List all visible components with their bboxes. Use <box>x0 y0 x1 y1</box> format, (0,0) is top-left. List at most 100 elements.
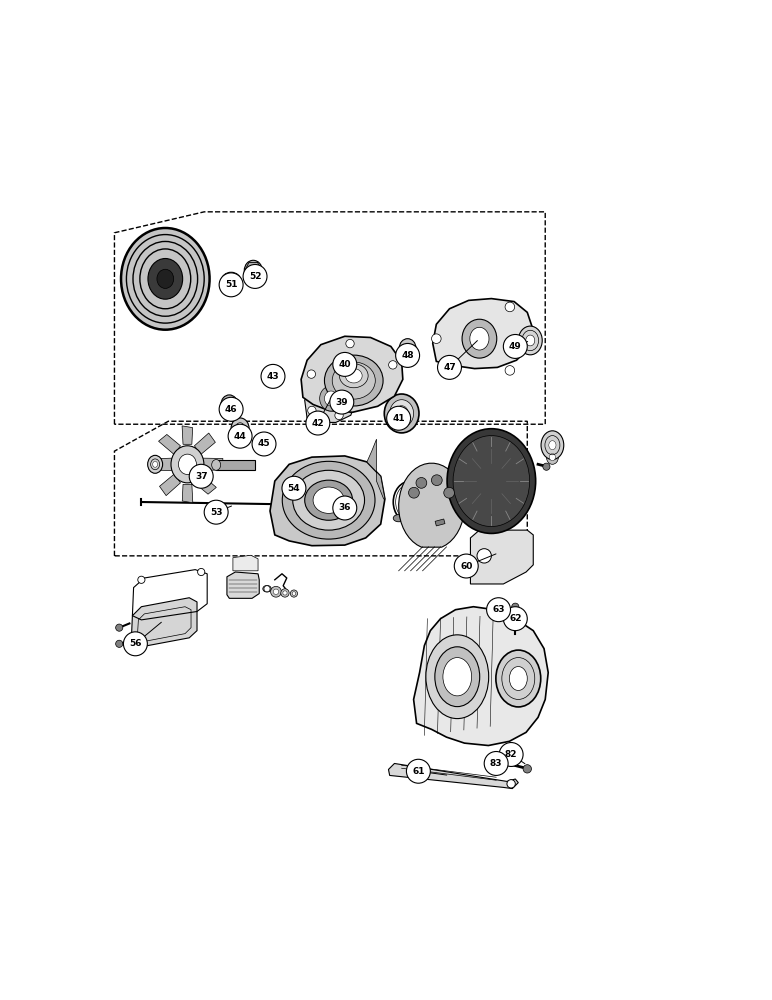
Ellipse shape <box>453 436 530 527</box>
Ellipse shape <box>147 455 163 473</box>
Ellipse shape <box>283 461 375 539</box>
Circle shape <box>432 475 442 486</box>
Circle shape <box>499 743 523 766</box>
Circle shape <box>438 355 462 379</box>
Polygon shape <box>367 439 385 499</box>
Ellipse shape <box>221 395 238 414</box>
Polygon shape <box>131 598 197 647</box>
Circle shape <box>229 424 252 448</box>
Text: 37: 37 <box>195 472 208 481</box>
Circle shape <box>264 586 270 592</box>
Text: 53: 53 <box>210 508 222 517</box>
Circle shape <box>282 476 306 500</box>
Polygon shape <box>470 530 533 584</box>
Ellipse shape <box>345 369 362 383</box>
Circle shape <box>543 463 550 470</box>
Circle shape <box>486 598 510 622</box>
Circle shape <box>204 500 229 524</box>
Circle shape <box>116 640 123 647</box>
Circle shape <box>477 549 492 563</box>
Text: 39: 39 <box>336 398 348 407</box>
Ellipse shape <box>212 460 221 470</box>
Ellipse shape <box>340 364 368 388</box>
Polygon shape <box>195 474 216 494</box>
Circle shape <box>507 780 516 788</box>
Text: 63: 63 <box>493 605 505 614</box>
Circle shape <box>416 477 427 488</box>
Circle shape <box>292 592 296 595</box>
Text: 60: 60 <box>460 562 472 571</box>
Circle shape <box>505 366 515 375</box>
Text: 52: 52 <box>249 272 261 281</box>
Polygon shape <box>152 458 173 471</box>
Text: 51: 51 <box>225 280 237 289</box>
Circle shape <box>387 406 411 430</box>
Text: 40: 40 <box>339 360 351 369</box>
Circle shape <box>124 632 147 656</box>
Ellipse shape <box>178 454 196 474</box>
Polygon shape <box>398 463 465 547</box>
Text: 44: 44 <box>234 432 246 441</box>
Circle shape <box>273 589 279 594</box>
Circle shape <box>505 302 515 312</box>
Ellipse shape <box>384 394 419 433</box>
Text: 47: 47 <box>443 363 456 372</box>
Circle shape <box>335 411 344 420</box>
Circle shape <box>243 264 267 288</box>
Polygon shape <box>262 433 271 442</box>
Circle shape <box>137 576 145 583</box>
Ellipse shape <box>470 327 489 350</box>
Ellipse shape <box>462 319 496 358</box>
Ellipse shape <box>435 647 479 707</box>
Circle shape <box>219 273 243 297</box>
Ellipse shape <box>443 658 472 696</box>
Circle shape <box>496 756 506 766</box>
Circle shape <box>189 464 213 488</box>
Ellipse shape <box>510 667 527 690</box>
Ellipse shape <box>518 326 542 355</box>
Circle shape <box>408 487 419 498</box>
Circle shape <box>496 600 507 611</box>
Ellipse shape <box>393 515 404 522</box>
Circle shape <box>406 759 430 783</box>
Text: 45: 45 <box>258 439 270 448</box>
Circle shape <box>512 603 519 610</box>
Polygon shape <box>305 373 357 422</box>
Polygon shape <box>182 484 193 503</box>
Text: 41: 41 <box>392 414 405 423</box>
Circle shape <box>396 343 420 367</box>
Ellipse shape <box>332 362 375 399</box>
Text: 82: 82 <box>505 750 517 759</box>
Polygon shape <box>227 572 259 598</box>
Circle shape <box>281 589 290 597</box>
Ellipse shape <box>496 650 540 707</box>
Circle shape <box>271 586 281 597</box>
Ellipse shape <box>293 470 364 530</box>
Ellipse shape <box>550 454 555 461</box>
Text: 83: 83 <box>490 759 503 768</box>
Circle shape <box>484 751 508 775</box>
Circle shape <box>219 397 243 421</box>
Ellipse shape <box>541 431 564 460</box>
Polygon shape <box>270 456 385 546</box>
Circle shape <box>499 603 505 608</box>
Text: 62: 62 <box>509 614 522 623</box>
Circle shape <box>388 361 397 369</box>
Ellipse shape <box>399 339 416 358</box>
Circle shape <box>290 590 297 597</box>
Bar <box>216 460 255 470</box>
Polygon shape <box>160 474 181 496</box>
Text: 56: 56 <box>129 639 141 648</box>
Polygon shape <box>301 336 403 412</box>
Ellipse shape <box>244 260 262 281</box>
Ellipse shape <box>324 391 337 406</box>
Circle shape <box>324 500 334 510</box>
Polygon shape <box>433 299 532 369</box>
Ellipse shape <box>231 418 249 439</box>
Circle shape <box>503 334 527 358</box>
Ellipse shape <box>153 461 157 467</box>
Circle shape <box>116 624 123 631</box>
Circle shape <box>333 496 357 520</box>
Text: 48: 48 <box>401 351 414 360</box>
Circle shape <box>283 591 287 595</box>
